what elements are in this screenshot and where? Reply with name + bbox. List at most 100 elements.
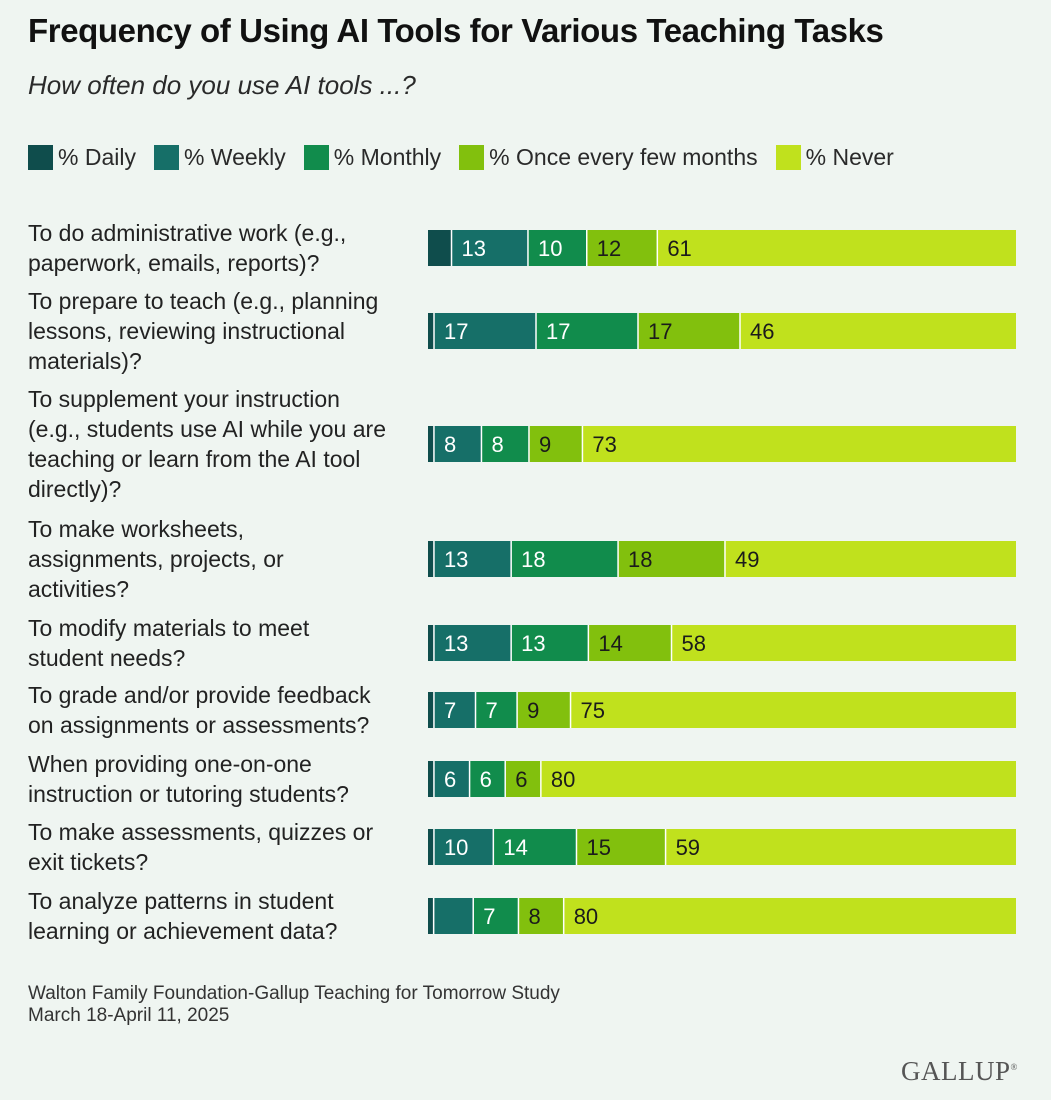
bar-segment-daily (428, 230, 452, 266)
bar-segment-daily (428, 541, 434, 577)
data-label: 17 (648, 319, 672, 344)
bar-segment-never (671, 625, 1016, 661)
bar-segment-few-months (588, 625, 672, 661)
row-label: To prepare to teach (e.g., planning lesso… (28, 286, 423, 376)
data-label: 18 (628, 547, 652, 572)
data-label: 46 (750, 319, 774, 344)
legend-swatch-weekly (153, 145, 179, 170)
bar-segment-never (563, 898, 1016, 934)
bar-segment-monthly (473, 898, 519, 934)
row-label-line: To make assessments, quizzes or (28, 819, 374, 845)
row-label-line: paperwork, emails, reports)? (28, 250, 320, 276)
bar-segment-monthly (527, 230, 587, 266)
legend-item-daily: % Daily (28, 144, 136, 171)
bar-segment-monthly (511, 625, 589, 661)
row-label: To do administrative work (e.g., paperwor… (28, 218, 423, 278)
row-label-line: To do administrative work (e.g., (28, 220, 347, 246)
row-label: When providing one-on-one instruction or … (28, 749, 423, 809)
bar-segment-monthly (469, 761, 506, 797)
legend-swatch-monthly (303, 145, 329, 170)
data-label: 58 (682, 631, 706, 656)
data-label: 13 (521, 631, 545, 656)
bar-segment-weekly (451, 230, 528, 266)
row-label: To supplement your instruction (e.g., stu… (28, 384, 423, 504)
legend-label-daily: % Daily (58, 144, 136, 170)
bar-segment-weekly (433, 541, 512, 577)
bar-segment-never (582, 426, 1016, 462)
bar-segment-few-months (505, 761, 541, 797)
bar-segment-daily (428, 313, 434, 349)
gallup-logo: GALLUP® (901, 1056, 1018, 1086)
bar-segment-never (540, 761, 1016, 797)
row-label: To make assessments, quizzes or exit tick… (28, 817, 423, 877)
data-label: 17 (444, 319, 468, 344)
legend-label-monthly: % Monthly (333, 144, 442, 170)
source-line-study: Walton Family Foundation-Gallup Teaching… (28, 983, 560, 1004)
bar-segment-monthly (481, 426, 529, 462)
data-label: 18 (521, 547, 545, 572)
bar-segment-few-months (618, 541, 725, 577)
data-label: 7 (444, 698, 456, 723)
bar-segment-daily (428, 625, 434, 661)
data-label: 8 (491, 432, 503, 457)
data-label: 8 (528, 904, 540, 929)
legend: % Daily % Weekly % Monthly % Once every … (28, 144, 912, 171)
bar-segment-weekly (434, 313, 536, 349)
legend-label-few-months: % Once every few months (489, 144, 758, 170)
data-label: 6 (515, 767, 527, 792)
legend-label-weekly: % Weekly (183, 144, 286, 170)
legend-item-weekly: % Weekly (153, 144, 286, 171)
row-label: To modify materials to meet student needs… (28, 613, 423, 673)
legend-item-monthly: % Monthly (303, 144, 442, 171)
bar-segment-weekly (433, 692, 476, 728)
data-label: 59 (676, 835, 700, 860)
data-label: 14 (598, 631, 622, 656)
bar-segment-daily (428, 829, 434, 865)
bar-segment-weekly (433, 761, 470, 797)
legend-swatch-daily (28, 145, 53, 170)
bar-segment-few-months (586, 230, 658, 266)
bar-segment-weekly (433, 898, 474, 934)
data-label: 9 (527, 698, 539, 723)
data-label: 49 (735, 547, 759, 572)
bar-segment-few-months (528, 426, 583, 462)
data-label: 14 (503, 835, 527, 860)
bar-segment-never (740, 313, 1016, 349)
bar-segment-few-months (576, 829, 666, 865)
data-label: 7 (486, 698, 498, 723)
row-label-line: To analyze patterns in student (28, 888, 334, 914)
bar-segment-monthly (475, 692, 518, 728)
data-label: 6 (444, 767, 456, 792)
data-label: 15 (586, 835, 610, 860)
bar-segment-daily (428, 426, 434, 462)
data-label: 8 (444, 432, 456, 457)
row-label-line: directly)? (28, 476, 122, 502)
data-label: 6 (480, 767, 492, 792)
bar-segment-daily (428, 692, 434, 728)
row-label-line: exit tickets? (28, 849, 149, 875)
bar-segment-daily (428, 761, 434, 797)
row-label-line: student needs? (28, 645, 186, 671)
bar-segment-weekly (433, 426, 482, 462)
row-label-line: (e.g., students use AI while you are (28, 416, 386, 442)
data-label: 10 (538, 236, 562, 261)
bar-segment-weekly (433, 625, 512, 661)
row-label-line: activities? (28, 576, 129, 602)
row-label-line: teaching or learn from the AI tool (28, 446, 361, 472)
data-label: 80 (551, 767, 575, 792)
gallup-logo-text: GALLUP (901, 1056, 1011, 1086)
data-label: 7 (483, 904, 495, 929)
bar-segment-few-months (517, 692, 571, 728)
bar-segment-few-months (638, 313, 740, 349)
chart-subtitle: How often do you use AI tools ...? (28, 70, 416, 100)
legend-swatch-few-months (459, 145, 485, 170)
data-label: 61 (667, 236, 691, 261)
row-label-line: To modify materials to meet (28, 615, 310, 641)
row-label-line: assignments, projects, or (28, 546, 284, 572)
data-label: 75 (581, 698, 605, 723)
bar-segment-never (570, 692, 1016, 728)
chart-title: Frequency of Using AI Tools for Various … (28, 12, 884, 49)
bar-segment-never (724, 541, 1016, 577)
legend-label-never: % Never (805, 144, 894, 170)
row-label-line: lessons, reviewing instructional (28, 318, 346, 344)
